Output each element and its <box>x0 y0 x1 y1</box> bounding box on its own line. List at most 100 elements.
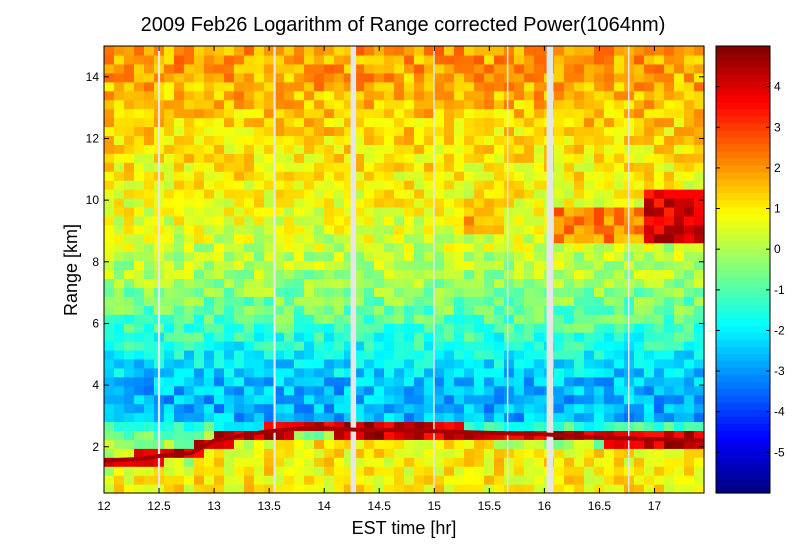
heatmap-cell <box>184 81 195 92</box>
heatmap-cell <box>294 421 305 432</box>
heatmap-cell <box>664 90 675 101</box>
heatmap-cell <box>324 448 335 458</box>
heatmap-cell <box>364 367 375 378</box>
heatmap-cell <box>124 269 135 280</box>
x-tick-label: 12 <box>97 499 111 513</box>
heatmap-cell <box>364 484 375 494</box>
heatmap-cell <box>404 126 415 136</box>
heatmap-cell <box>574 162 585 172</box>
heatmap-cell <box>164 412 175 423</box>
heatmap-cell <box>194 394 205 405</box>
colorbar-tick-label: -2 <box>774 323 785 337</box>
heatmap-cell <box>344 448 355 458</box>
heatmap-cell <box>434 376 445 387</box>
colorbar-cell <box>716 346 770 354</box>
heatmap-cell <box>534 269 545 280</box>
heatmap-cell <box>594 341 605 351</box>
heatmap-cell <box>574 63 585 74</box>
heatmap-cell <box>174 233 185 244</box>
heatmap-cell <box>194 81 205 92</box>
heatmap-cell <box>684 484 695 494</box>
heatmap-cell <box>144 135 155 145</box>
heatmap-cell <box>554 349 565 360</box>
heatmap-cell <box>454 448 465 458</box>
heatmap-cell <box>464 242 475 253</box>
y-tick-label: 2 <box>92 440 99 454</box>
heatmap-cell <box>244 305 255 315</box>
heatmap-cell <box>504 358 515 369</box>
heatmap-cell <box>274 63 285 74</box>
heatmap-cell <box>444 251 455 262</box>
heatmap-cell <box>474 233 485 244</box>
heatmap-cell <box>594 314 605 324</box>
heatmap-cell <box>504 251 515 262</box>
heatmap-cell <box>424 269 435 280</box>
heatmap-cell <box>134 403 145 414</box>
heatmap-cell <box>514 484 525 494</box>
heatmap-cell <box>444 484 455 494</box>
heatmap-cell <box>294 46 305 56</box>
heatmap-cell <box>684 90 695 101</box>
heatmap-cell <box>214 108 225 119</box>
heatmap-cell <box>524 189 535 199</box>
heatmap-cell <box>214 153 225 163</box>
heatmap-cell <box>634 54 645 65</box>
heatmap-cell <box>214 215 225 226</box>
heatmap-cell <box>294 233 305 244</box>
colorbar-cell <box>716 458 770 466</box>
heatmap-cell <box>434 63 445 74</box>
heatmap-cell <box>564 349 575 360</box>
heatmap-cell <box>424 341 435 351</box>
heatmap-cell <box>614 421 625 432</box>
heatmap-cell <box>664 358 675 369</box>
heatmap-cell <box>664 63 675 74</box>
heatmap-cell <box>674 63 685 74</box>
heatmap-cell <box>424 421 435 432</box>
heatmap-cell <box>384 206 395 217</box>
heatmap-cell <box>554 153 565 163</box>
heatmap-cell <box>574 466 585 476</box>
heatmap-cell <box>524 108 535 119</box>
heatmap-cell <box>394 81 405 92</box>
heatmap-cell <box>374 260 385 271</box>
heatmap-cell <box>584 278 595 288</box>
heatmap-cell <box>404 341 415 351</box>
heatmap-cell <box>454 385 465 396</box>
heatmap-cell <box>444 81 455 92</box>
heatmap-cell <box>504 180 515 190</box>
heatmap-cell <box>494 323 505 333</box>
heatmap-cell <box>394 323 405 333</box>
heatmap-cell <box>204 99 215 110</box>
heatmap-cell <box>404 332 415 342</box>
y-tick-label: 10 <box>86 193 100 207</box>
heatmap-cell <box>244 99 255 110</box>
heatmap-cell <box>524 224 535 235</box>
heatmap-cell <box>674 117 685 128</box>
heatmap-cell <box>474 54 485 65</box>
heatmap-cell <box>304 224 315 235</box>
heatmap-cell <box>214 233 225 244</box>
heatmap-cell <box>534 385 545 396</box>
heatmap-cell <box>654 46 665 56</box>
heatmap-cell <box>244 332 255 342</box>
heatmap-cell <box>104 349 115 360</box>
heatmap-cell <box>134 484 145 494</box>
heatmap-cell <box>644 46 655 56</box>
heatmap-cell <box>574 260 585 271</box>
heatmap-cell <box>474 403 485 414</box>
heatmap-cell <box>474 135 485 145</box>
heatmap-cell <box>244 117 255 128</box>
heatmap-cell <box>404 233 415 244</box>
heatmap-cell <box>504 171 515 181</box>
heatmap-cell <box>434 189 445 199</box>
heatmap-cell <box>174 144 185 154</box>
heatmap-cell <box>514 189 525 199</box>
heatmap-cell <box>674 323 685 333</box>
heatmap-cell <box>134 260 145 271</box>
heatmap-cell <box>114 180 125 190</box>
heatmap-cell <box>444 135 455 145</box>
heatmap-cell <box>484 135 495 145</box>
heatmap-cell <box>694 287 705 297</box>
heatmap-cell <box>554 99 565 110</box>
heatmap-cell <box>104 108 115 119</box>
